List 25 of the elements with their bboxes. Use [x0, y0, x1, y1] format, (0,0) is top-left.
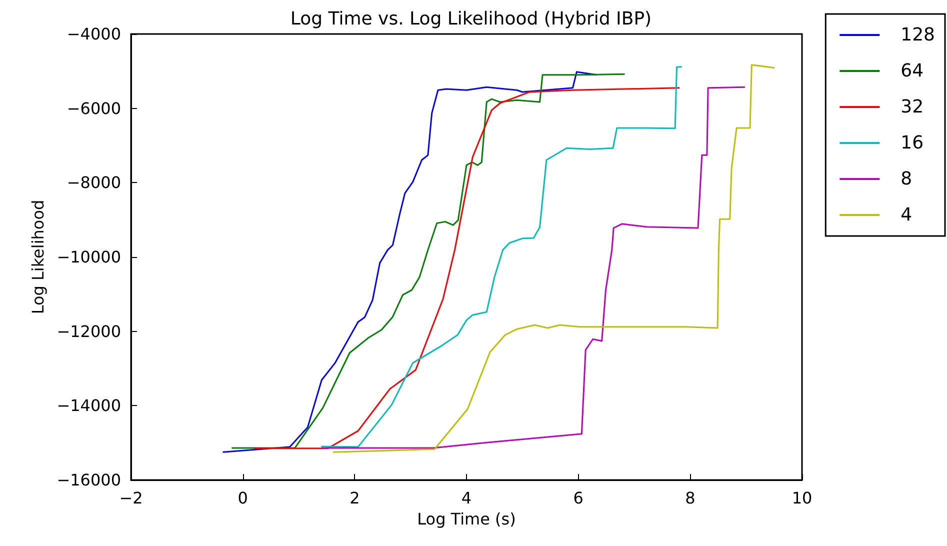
- legend-label: 32: [900, 96, 924, 118]
- x-tick-label: 6: [573, 488, 584, 508]
- x-tick-label: 8: [685, 488, 696, 508]
- x-tick-label: −2: [119, 488, 143, 508]
- line-series: [320, 66, 683, 448]
- y-axis-title: Log Likelihood: [28, 200, 48, 314]
- x-tick-label: 2: [350, 488, 360, 508]
- legend-label: 64: [900, 60, 924, 82]
- legend-label: 128: [900, 24, 936, 46]
- legend-label: 8: [900, 168, 912, 190]
- x-tick-label: 10: [792, 488, 812, 508]
- y-tick-label: −4000: [66, 24, 121, 44]
- line-series: [253, 87, 680, 450]
- y-tick-label: −12000: [56, 322, 121, 341]
- x-axis-title: Log Time (s): [417, 509, 516, 528]
- x-tick-label: 4: [461, 488, 472, 508]
- y-tick-label: −8000: [66, 173, 121, 192]
- x-tick-label: 0: [238, 488, 248, 508]
- y-tick-label: −6000: [66, 98, 121, 118]
- legend-label: 4: [900, 204, 912, 226]
- chart-title: Log Time vs. Log Likelihood (Hybrid IBP): [290, 8, 652, 30]
- y-tick-label: −16000: [56, 470, 121, 490]
- y-tick-label: −14000: [56, 396, 121, 416]
- legend-label: 16: [900, 132, 924, 154]
- y-tick-label: −10000: [56, 248, 121, 266]
